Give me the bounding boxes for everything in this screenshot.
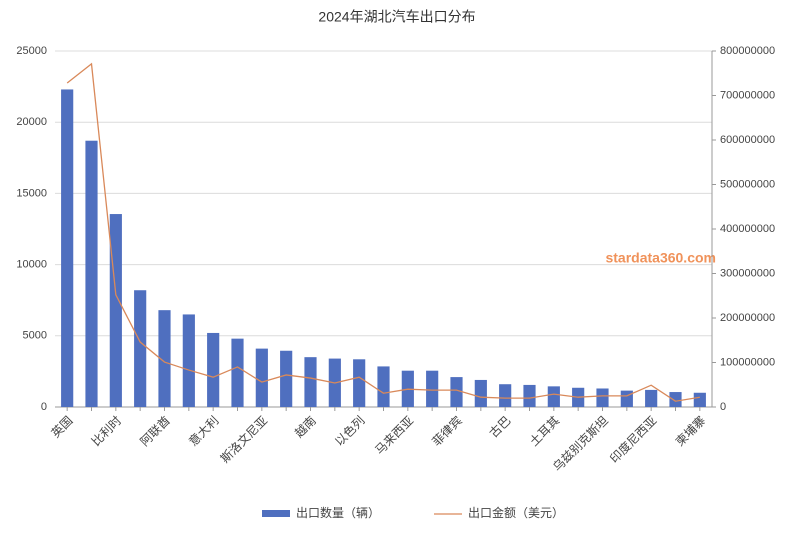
bar xyxy=(426,370,439,407)
bar xyxy=(207,332,220,407)
bar xyxy=(304,357,317,407)
line xyxy=(66,62,700,402)
bar xyxy=(669,392,682,407)
bar xyxy=(280,350,293,407)
x-tick-label: 英国 xyxy=(49,413,76,440)
x-tick-label: 古巴 xyxy=(486,413,514,441)
watermark: stardata360.com xyxy=(605,250,716,266)
bar xyxy=(693,392,706,407)
bar xyxy=(231,338,244,407)
y2-tick-label: 800000000 xyxy=(720,45,775,57)
bar xyxy=(499,384,512,407)
bar xyxy=(474,379,487,407)
y2-tick-label: 400000000 xyxy=(720,223,775,235)
bar xyxy=(523,384,536,407)
bar xyxy=(134,290,147,407)
y2-tick-label: 100000000 xyxy=(720,356,775,368)
x-tick-label: 马来西亚 xyxy=(372,413,416,457)
y2-tick-label: 500000000 xyxy=(720,178,775,190)
bar xyxy=(109,214,122,407)
y2-tick-label: 300000000 xyxy=(720,267,775,279)
bar xyxy=(158,310,171,407)
x-tick-label: 以色列 xyxy=(332,413,367,448)
x-tick-label: 比利时 xyxy=(89,413,124,448)
y2-tick-label: 0 xyxy=(720,401,726,413)
y2-tick-label: 600000000 xyxy=(720,134,775,146)
y-tick-label: 10000 xyxy=(16,259,47,271)
y-tick-label: 5000 xyxy=(23,330,47,342)
y2-tick-label: 200000000 xyxy=(720,312,775,324)
x-tick-label: 土耳其 xyxy=(527,413,562,448)
x-tick-label: 菲律宾 xyxy=(429,413,465,449)
x-tick-label: 阿联酋 xyxy=(137,413,173,449)
bar xyxy=(353,359,366,407)
x-tick-label: 柬埔寨 xyxy=(672,413,708,449)
bar xyxy=(255,348,268,407)
x-tick-label: 意大利 xyxy=(185,413,221,449)
y-tick-label: 25000 xyxy=(16,45,47,57)
y2-tick-label: 700000000 xyxy=(720,89,775,101)
bar xyxy=(450,377,463,407)
bar xyxy=(620,390,633,407)
x-tick-label: 印度尼西亚 xyxy=(606,413,659,466)
legend-label: 出口金额（美元） xyxy=(468,505,564,520)
bar xyxy=(547,386,560,407)
bar xyxy=(182,314,195,407)
y-tick-label: 15000 xyxy=(16,187,47,199)
chart-title: 2024年湖北汽车出口分布 xyxy=(318,9,475,25)
x-tick-label: 斯洛文尼亚 xyxy=(217,413,270,466)
bar xyxy=(377,366,390,407)
bar xyxy=(85,140,98,407)
x-tick-label: 越南 xyxy=(291,413,319,441)
bar xyxy=(645,389,658,407)
y-tick-label: 20000 xyxy=(16,116,47,128)
y-tick-label: 0 xyxy=(41,401,47,413)
legend-label: 出口数量（辆） xyxy=(296,505,380,520)
bar xyxy=(61,89,74,407)
bar xyxy=(596,388,609,407)
legend-swatch xyxy=(262,510,290,517)
